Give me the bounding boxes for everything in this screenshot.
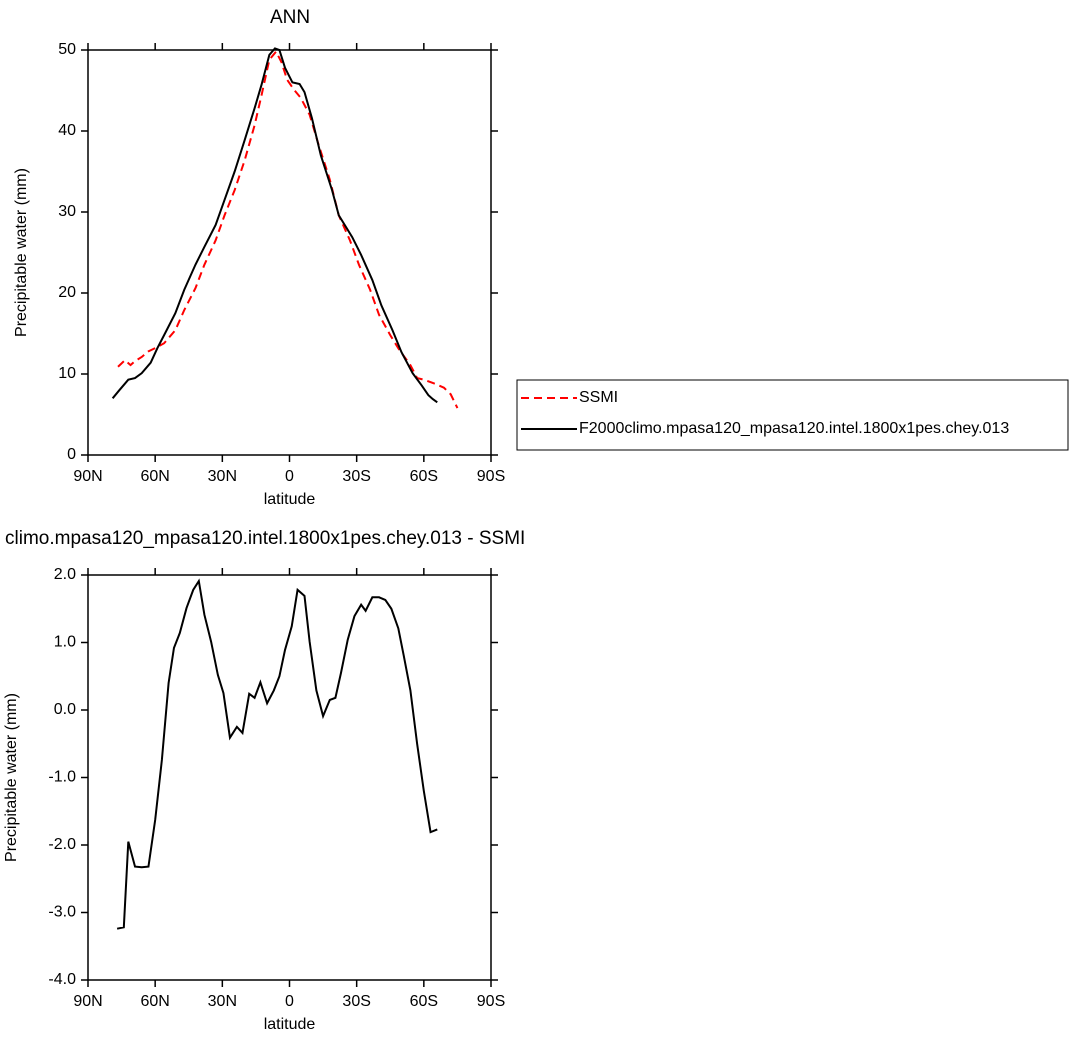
y-axis-label: Precipitable water (mm) bbox=[3, 693, 20, 862]
x-tick-label: 90S bbox=[477, 468, 505, 485]
x-tick-label: 30S bbox=[342, 993, 370, 1010]
x-tick-label: 90N bbox=[73, 993, 102, 1010]
chart-title: ANN bbox=[270, 7, 310, 28]
x-tick-label: 60S bbox=[410, 468, 438, 485]
y-tick-label: -4.0 bbox=[48, 971, 76, 988]
data-line bbox=[116, 578, 438, 930]
y-tick-label: 30 bbox=[58, 203, 76, 220]
y-tick-label: 10 bbox=[58, 365, 76, 382]
x-tick-label: 90S bbox=[477, 993, 505, 1010]
x-tick-label: 60N bbox=[140, 993, 169, 1010]
x-tick-label: 60S bbox=[410, 993, 438, 1010]
y-tick-label: 40 bbox=[58, 122, 76, 139]
y-tick-label: 0 bbox=[67, 446, 76, 463]
x-tick-label: 60N bbox=[140, 468, 169, 485]
y-tick-label: 50 bbox=[58, 41, 76, 58]
x-tick-label: 30N bbox=[208, 993, 237, 1010]
x-tick-label: 90N bbox=[73, 468, 102, 485]
plot-frame bbox=[87, 574, 492, 981]
x-tick-label: 30N bbox=[208, 468, 237, 485]
x-axis-label: latitude bbox=[264, 491, 316, 508]
y-tick-label: 20 bbox=[58, 284, 76, 301]
legend-box bbox=[516, 379, 1069, 451]
y-tick-label: -3.0 bbox=[48, 904, 76, 921]
y-tick-label: -1.0 bbox=[48, 769, 76, 786]
y-tick-label: 2.0 bbox=[54, 566, 76, 583]
y-tick-label: 1.0 bbox=[54, 634, 76, 651]
x-tick-label: 30S bbox=[342, 468, 370, 485]
x-tick-label: 0 bbox=[285, 468, 294, 485]
data-line bbox=[117, 49, 459, 409]
legend-label: F2000climo.mpasa120_mpasa120.intel.1800x… bbox=[579, 420, 1009, 437]
x-axis-label: latitude bbox=[264, 1016, 316, 1033]
y-axis-label: Precipitable water (mm) bbox=[13, 168, 30, 337]
y-tick-label: 0.0 bbox=[54, 701, 76, 718]
plot-frame bbox=[87, 49, 492, 456]
chart-title: climo.mpasa120_mpasa120.intel.1800x1pes.… bbox=[5, 528, 525, 549]
x-tick-label: 0 bbox=[285, 993, 294, 1010]
data-line bbox=[111, 47, 438, 404]
y-tick-label: -2.0 bbox=[48, 836, 76, 853]
legend-label: SSMI bbox=[579, 389, 618, 406]
